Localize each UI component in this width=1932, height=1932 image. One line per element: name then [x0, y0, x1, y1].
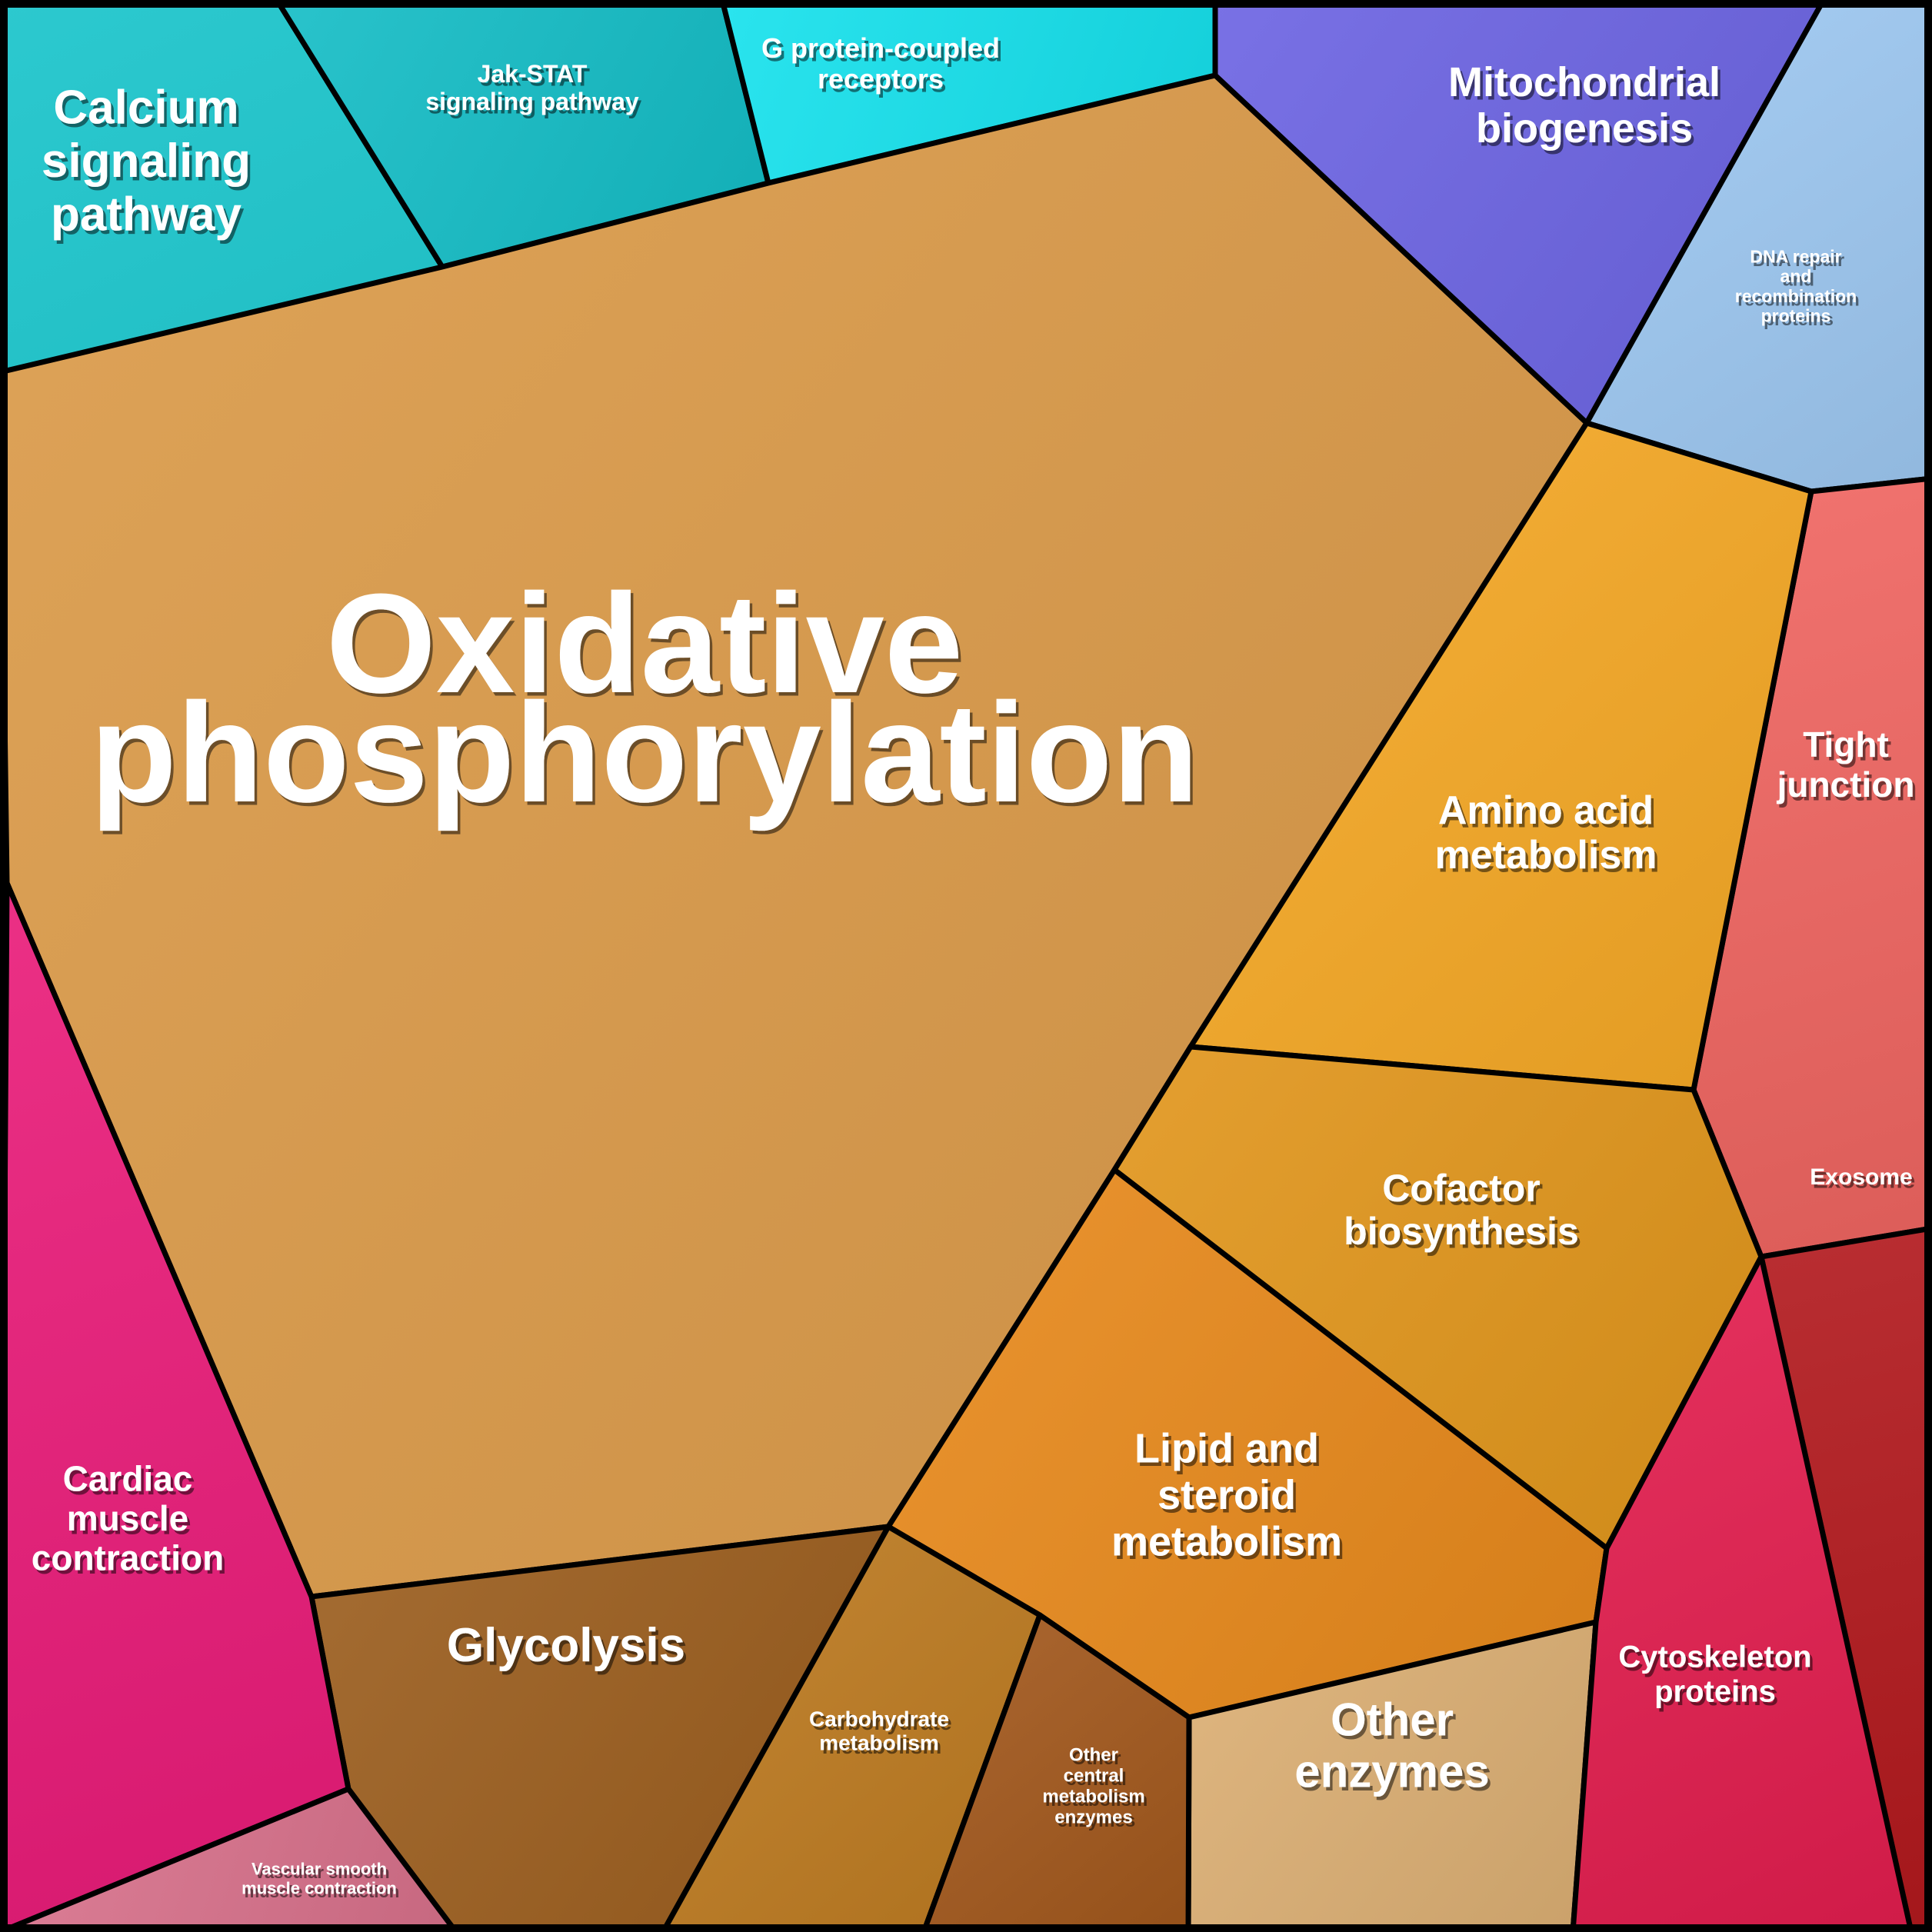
svg-text:recombination: recombination [1735, 286, 1857, 306]
svg-text:proteins: proteins [1761, 306, 1831, 326]
svg-text:Cytoskeleton: Cytoskeleton [1618, 1641, 1811, 1674]
svg-text:metabolism: metabolism [1435, 833, 1657, 878]
svg-text:Cofactor: Cofactor [1382, 1167, 1541, 1210]
svg-text:muscle contraction: muscle contraction [242, 1878, 397, 1897]
svg-text:Amino acid: Amino acid [1438, 788, 1654, 833]
svg-text:junction: junction [1777, 764, 1915, 804]
svg-text:and: and [1780, 266, 1812, 286]
svg-text:Other: Other [1069, 1745, 1118, 1766]
svg-text:Cardiac: Cardiac [63, 1459, 193, 1499]
svg-text:Exosome: Exosome [1810, 1164, 1912, 1190]
svg-text:biosynthesis: biosynthesis [1344, 1210, 1579, 1253]
svg-text:steroid: steroid [1158, 1472, 1296, 1518]
svg-text:Calcium: Calcium [53, 82, 238, 135]
svg-text:biogenesis: biogenesis [1476, 105, 1693, 152]
svg-text:muscle: muscle [67, 1498, 189, 1538]
svg-text:central: central [1064, 1766, 1124, 1787]
svg-text:pathway: pathway [51, 188, 242, 241]
svg-text:enzymes: enzymes [1054, 1807, 1132, 1827]
svg-text:Glycolysis: Glycolysis [447, 1619, 685, 1672]
svg-text:Lipid and: Lipid and [1134, 1426, 1319, 1472]
svg-text:Vascular smooth: Vascular smooth [251, 1860, 387, 1879]
svg-text:signaling pathway: signaling pathway [425, 88, 639, 115]
svg-text:proteins: proteins [1654, 1674, 1776, 1708]
svg-text:Carbohydrate: Carbohydrate [809, 1707, 949, 1730]
svg-text:Other: Other [1331, 1694, 1454, 1745]
svg-text:metabolism: metabolism [1042, 1786, 1144, 1807]
svg-text:DNA repair: DNA repair [1750, 246, 1841, 266]
svg-text:Tight: Tight [1803, 724, 1889, 764]
svg-text:Jak-STAT: Jak-STAT [478, 60, 588, 88]
svg-text:metabolism: metabolism [819, 1731, 939, 1755]
svg-text:enzymes: enzymes [1294, 1746, 1489, 1797]
svg-text:phosphorylation: phosphorylation [90, 673, 1198, 831]
svg-text:G protein-coupled: G protein-coupled [761, 32, 1000, 64]
svg-text:metabolism: metabolism [1111, 1519, 1342, 1565]
svg-text:Mitochondrial: Mitochondrial [1448, 59, 1720, 105]
svg-text:contraction: contraction [32, 1538, 224, 1578]
svg-text:receptors: receptors [818, 63, 944, 95]
svg-text:signaling: signaling [42, 135, 251, 188]
